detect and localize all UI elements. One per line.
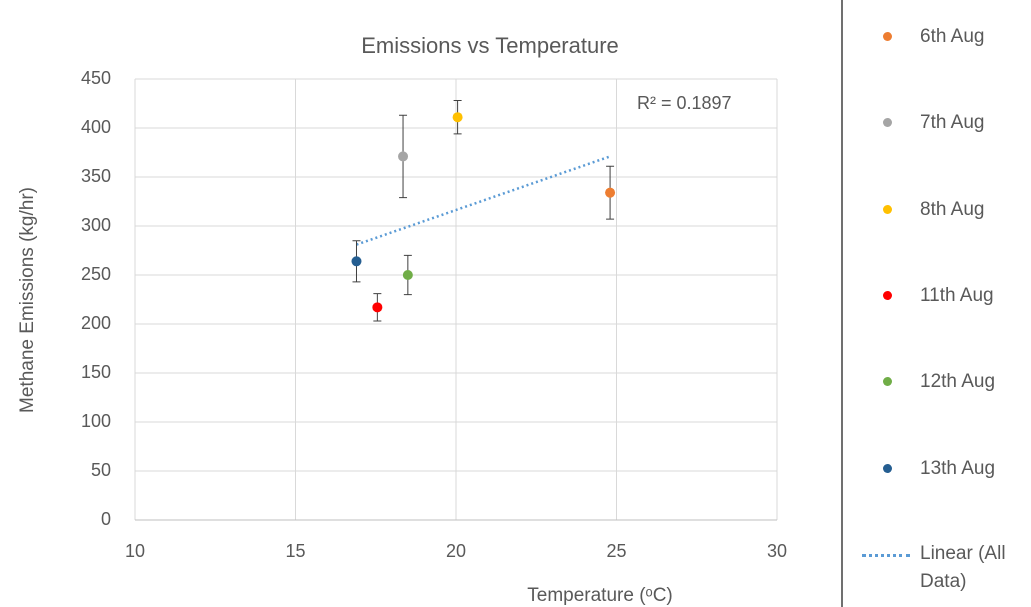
y-tick-label: 350 (81, 166, 111, 186)
chart-title: Emissions vs Temperature (361, 33, 619, 58)
legend-label: 6th Aug (920, 26, 985, 47)
x-tick-label: 10 (125, 541, 145, 561)
annotation: R² = 0.1897 (637, 93, 732, 113)
y-tick-label: 100 (81, 411, 111, 431)
x-axis-label: Temperature (ᵒC) (527, 585, 673, 606)
point (605, 187, 616, 198)
legend-marker (883, 118, 892, 128)
y-axis-label: Methane Emissions (kg/hr) (17, 187, 38, 413)
y-tick-label: 250 (81, 264, 111, 284)
y-tick-label: 450 (81, 68, 111, 88)
legend-label: 11th Aug (920, 284, 994, 306)
point (398, 151, 409, 162)
legend-marker (883, 204, 892, 214)
x-tick-label: 30 (767, 541, 787, 561)
y-tick-label: 300 (81, 215, 111, 235)
legend-marker (883, 377, 892, 387)
y-tick-label: 200 (81, 313, 111, 333)
x-tick-label: 25 (606, 541, 626, 561)
legend-marker (883, 463, 892, 473)
point (452, 112, 463, 123)
legend-label: 13th Aug (920, 457, 996, 479)
legend-marker (862, 554, 910, 557)
legend-marker (883, 290, 892, 300)
legend: 6th Aug 7th Aug 8th Aug 11th Aug 12th Aug 13t… (843, 0, 1031, 607)
legend-marker (883, 32, 892, 41)
point (402, 270, 413, 280)
y-tick-label: 150 (81, 362, 111, 382)
y-tick-label: 0 (101, 509, 111, 529)
x-tick-label: 20 (446, 541, 466, 561)
legend-label: 7th Aug (920, 112, 985, 134)
trendline (356, 155, 611, 246)
point (351, 256, 362, 267)
y-tick-label: 400 (81, 117, 111, 137)
legend-label: Linear (All Data) (920, 543, 1006, 592)
y-tick-label: 50 (91, 460, 111, 480)
legend-label: 8th Aug (920, 198, 985, 220)
point (372, 302, 383, 313)
legend-label: 12th Aug (920, 371, 996, 393)
x-tick-label: 15 (285, 541, 305, 561)
